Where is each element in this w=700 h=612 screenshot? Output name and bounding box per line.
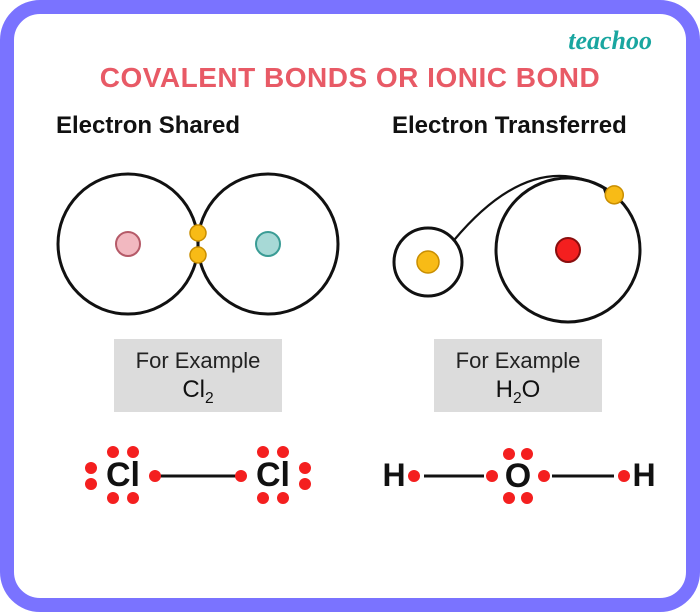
covalent-formula: Cl2	[136, 375, 261, 408]
example-label: For Example	[456, 347, 581, 375]
svg-text:H: H	[632, 457, 655, 493]
svg-text:O: O	[505, 457, 531, 495]
svg-text:H: H	[382, 457, 405, 493]
ionic-diagram	[368, 154, 668, 329]
formula-o: O	[522, 376, 541, 403]
ionic-formula: H2O	[456, 375, 581, 408]
card-frame: teachoo COVALENT BONDS OR IONIC BOND Ele…	[0, 0, 700, 612]
ionic-column: Electron Transferred For Example H2O HOH	[358, 112, 678, 582]
ionic-lewis: HOH	[368, 428, 668, 518]
formula-h: H	[496, 376, 513, 403]
covalent-lewis: Cl Cl	[48, 428, 348, 518]
ionic-example-box: For Example H2O	[434, 339, 603, 412]
svg-text:Cl: Cl	[256, 456, 290, 494]
formula-sub: 2	[513, 389, 522, 406]
covalent-diagram	[48, 154, 348, 329]
example-label: For Example	[136, 347, 261, 375]
main-title: COVALENT BONDS OR IONIC BOND	[38, 62, 662, 94]
columns: Electron Shared For Example Cl2 ClCl Ele…	[38, 112, 662, 582]
covalent-example-box: For Example Cl2	[114, 339, 283, 412]
formula-sub: 2	[205, 389, 214, 406]
covalent-column: Electron Shared For Example Cl2 ClCl	[38, 112, 358, 582]
formula-el: Cl	[182, 376, 205, 403]
ionic-heading: Electron Transferred	[392, 112, 627, 140]
svg-text:Cl: Cl	[106, 456, 140, 494]
brand-logo: teachoo	[568, 26, 652, 56]
covalent-heading: Electron Shared	[56, 112, 240, 140]
